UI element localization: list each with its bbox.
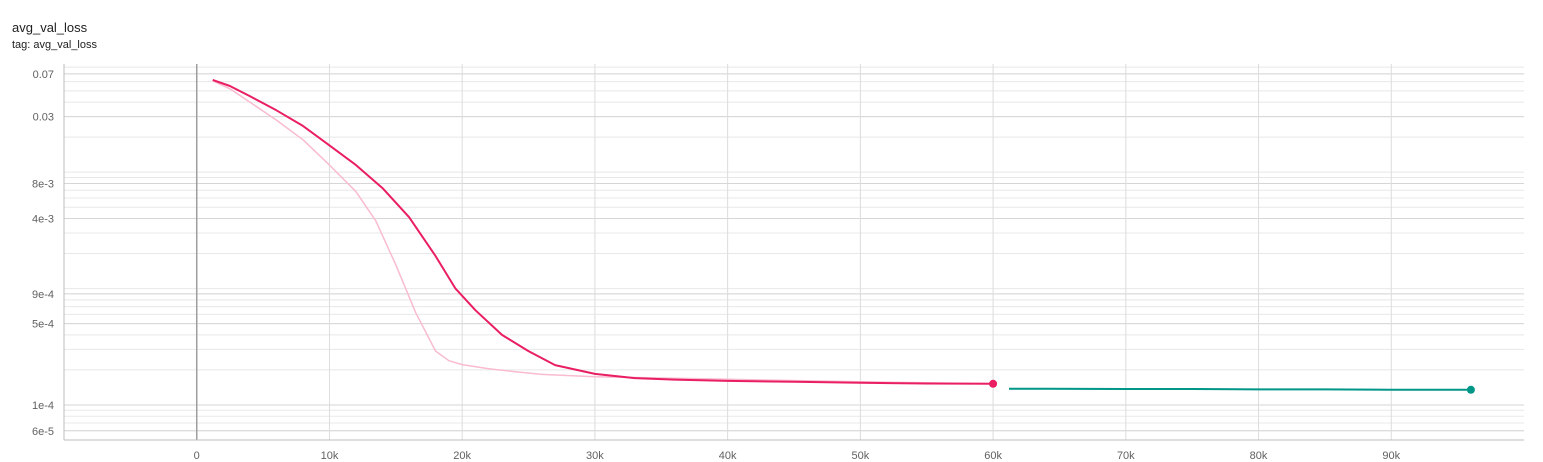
y-tick-label: 9e-4 (32, 289, 54, 301)
chart-tag: tag: avg_val_loss (12, 39, 97, 51)
series-0-smoothed-line[interactable] (212, 78, 994, 385)
x-tick-label: 80k (1250, 450, 1268, 462)
x-tick-label: 90k (1382, 450, 1400, 462)
series-0-raw-line (212, 80, 994, 385)
series-lines[interactable] (212, 78, 1475, 394)
x-tick-label: 10k (321, 450, 339, 462)
x-tick-label: 0 (194, 450, 200, 462)
x-tick-label: 50k (851, 450, 869, 462)
x-tick-label: 70k (1117, 450, 1135, 462)
y-tick-label: 1e-4 (32, 400, 54, 412)
grid-lines (64, 64, 1524, 441)
y-tick-label: 0.07 (33, 69, 54, 81)
y-tick-label: 5e-4 (32, 319, 54, 331)
axes (63, 64, 1524, 441)
y-tick-label: 4e-3 (32, 213, 54, 225)
y-tick-label: 0.03 (33, 112, 54, 124)
y-tick-label: 8e-3 (32, 178, 54, 190)
tick-labels: 0.07 0.03 8e-3 4e-3 9e-4 5e-4 1e-4 6e-5 0 10k 20k 3… (32, 69, 1401, 462)
series-1-end-point[interactable] (1466, 385, 1475, 394)
series-0-end-point[interactable] (989, 379, 998, 388)
x-tick-label: 40k (719, 450, 737, 462)
chart-title: avg_val_loss (12, 20, 88, 35)
x-tick-label: 60k (984, 450, 1002, 462)
series-1-smoothed-line[interactable] (1009, 387, 1471, 391)
y-tick-label: 6e-5 (32, 426, 54, 438)
x-tick-label: 30k (586, 450, 604, 462)
card-header: avg_val_loss tag: avg_val_loss (12, 19, 97, 53)
x-tick-label: 20k (453, 450, 471, 462)
